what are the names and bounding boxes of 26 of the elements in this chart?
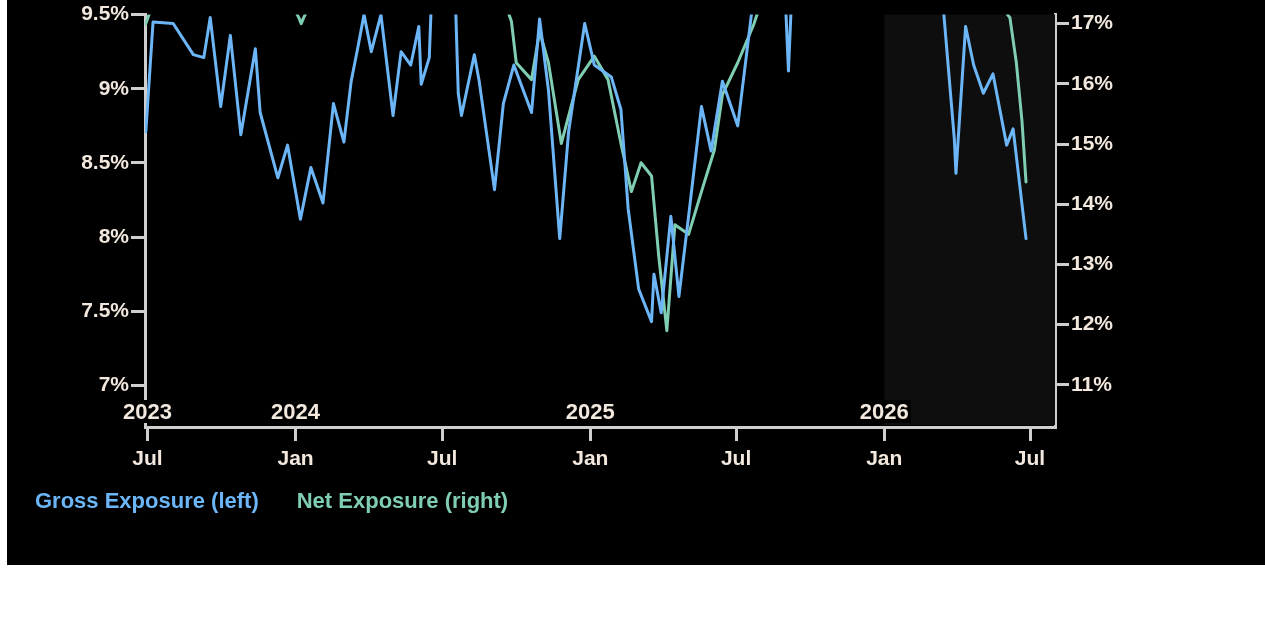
y-tick-label: 8%: [98, 223, 130, 247]
y-tick-label: 9%: [98, 75, 130, 99]
y-tick-label: 7%: [98, 372, 130, 396]
x-tick-label: Jul: [426, 446, 458, 470]
x-tick-label: Jul: [720, 446, 752, 470]
x2-tick-label: 2023: [122, 399, 172, 425]
y2-tick-label: 17%: [1071, 10, 1114, 34]
y2-tick-label: 11%: [1071, 371, 1113, 395]
y2-tick-label: 13%: [1071, 251, 1114, 275]
x-tick-label: Jul: [1014, 446, 1046, 470]
y2-tick-label: 15%: [1071, 130, 1114, 154]
x-tick-label: Jul: [132, 446, 163, 470]
y2-tick-label: 16%: [1071, 70, 1114, 94]
x-tick-label: Jan: [866, 446, 903, 470]
y2-tick-label: 12%: [1071, 311, 1114, 335]
y-tick-label: 9.5%: [81, 1, 130, 25]
x-tick-label: Jan: [277, 446, 314, 470]
y2-tick-label: 14%: [1071, 191, 1114, 215]
x2-tick-label: 2025: [565, 399, 615, 425]
y-tick-label: 8.5%: [81, 149, 130, 173]
x-tick-label: Jan: [572, 446, 609, 470]
x2-tick-label: 2026: [859, 399, 909, 425]
text: Net Exposure (right): [296, 488, 509, 514]
text: Gross Exposure (left): [35, 488, 259, 514]
y-tick-label: 7.5%: [81, 298, 130, 322]
x2-tick-label: 2024: [271, 399, 321, 425]
